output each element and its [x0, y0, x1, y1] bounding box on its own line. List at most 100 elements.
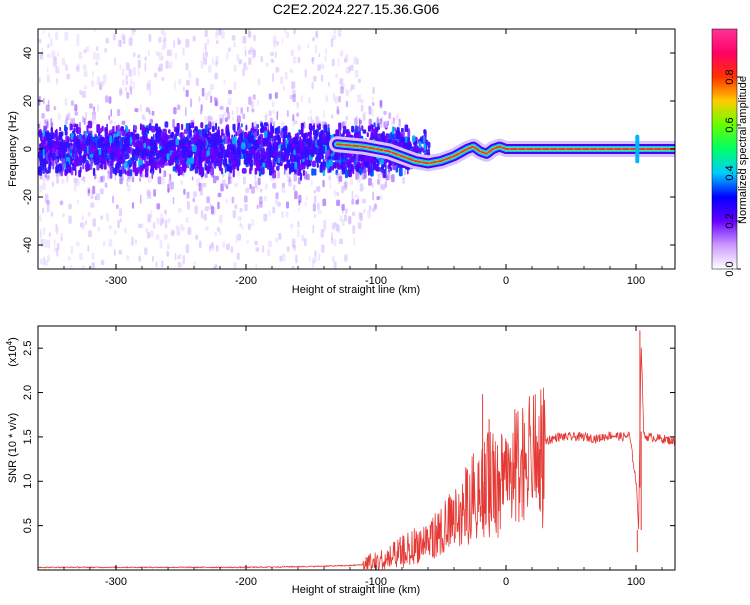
spectrogram-cell: [179, 137, 185, 146]
spectrogram-cell: [173, 107, 177, 115]
spectrogram-cell: [280, 130, 283, 139]
spectrogram-cell: [134, 108, 139, 113]
spectrogram-cell: [345, 67, 350, 74]
spectrogram-cell: [338, 95, 341, 103]
spectrogram-cell: [113, 249, 116, 256]
spectrogram-cell: [56, 248, 59, 257]
spectrogram-cell: [177, 104, 181, 111]
spectrogram-cell: [228, 89, 232, 95]
spectrogram-cell: [315, 116, 320, 126]
spectrogram-cell: [137, 59, 141, 69]
spectrogram-cell: [351, 198, 355, 205]
spectrogram-cell: [316, 186, 319, 192]
snr-y-tick-label: 2.5: [22, 341, 34, 356]
spectrogram-cell: [237, 126, 239, 132]
spectrogram-cell: [46, 67, 49, 73]
spectrogram-cell: [53, 106, 57, 111]
spectrogram-cell: [346, 159, 351, 168]
spectrogram-cell: [110, 109, 112, 117]
spectrogram-cell: [82, 163, 85, 170]
spectrogram-cell: [125, 137, 128, 144]
spectrogram-cell: [315, 155, 320, 164]
spectrogram-cell: [192, 35, 196, 42]
spectrogram-cell: [208, 155, 211, 163]
spectrogram-cell: [104, 182, 108, 188]
spectrogram-cell: [284, 164, 288, 170]
spectrogram-cell: [320, 229, 324, 238]
spectrogram-cell: [70, 123, 73, 131]
spectrogram-cell: [263, 213, 268, 222]
spectrogram-cell: [314, 250, 317, 258]
spectrogram-cell: [161, 43, 165, 51]
spectrogram-cell: [96, 53, 100, 61]
spectrogram-cell: [321, 244, 325, 253]
spectrogram-cell: [298, 129, 301, 136]
spectrogram-cell: [272, 206, 276, 214]
spectrogram-y-tick-label: -40: [22, 237, 34, 253]
spectrogram-cell: [81, 176, 86, 182]
spectrogram-cell: [269, 167, 273, 176]
spectrogram-cell: [212, 57, 214, 66]
spectrogram-cell: [137, 54, 141, 59]
spectrogram-cell: [305, 150, 309, 159]
spectrogram-cell: [256, 149, 260, 158]
spectrogram-cell: [214, 231, 217, 236]
spectrogram-cell: [74, 153, 77, 163]
spectrogram-cell: [221, 30, 225, 39]
spectrogram-cell: [172, 197, 175, 205]
spectrogram-cell: [290, 162, 296, 172]
spectrogram-cell: [303, 121, 306, 129]
spectrogram-cell: [277, 170, 280, 179]
spectrogram-cell: [127, 160, 132, 166]
spectrogram-cell: [396, 113, 400, 121]
spectrogram-cell: [39, 52, 44, 60]
spectrogram-cell: [172, 119, 175, 128]
spectrogram-cell: [88, 230, 92, 238]
spectrogram-cell: [233, 155, 238, 162]
spectrogram-cell: [109, 160, 114, 167]
spectrogram-cell: [56, 141, 59, 148]
spectrogram-cell: [55, 225, 59, 232]
spectrogram-cell: [283, 170, 288, 176]
spectrogram-cell: [87, 211, 91, 217]
spectrogram-cell: [70, 245, 73, 255]
spectrogram-cell: [367, 210, 372, 219]
spectrogram-cell: [46, 204, 50, 213]
spectrogram-cell: [41, 139, 46, 145]
spectrogram-cell: [233, 41, 236, 48]
spectrogram-cell: [341, 185, 345, 194]
spectrogram-cell: [186, 216, 189, 223]
spectrogram-cell: [379, 159, 385, 165]
spectrogram-cell: [87, 189, 90, 194]
spectrogram-cell: [371, 207, 376, 212]
spectrogram-cell: [42, 172, 46, 181]
spectrogram-cell: [89, 164, 93, 170]
spectrogram-cell: [81, 214, 84, 221]
spectrogram-cell: [177, 147, 180, 153]
spectrogram-cell: [44, 119, 46, 125]
spectrogram-cell: [249, 159, 254, 168]
spectrogram-cell: [327, 127, 330, 133]
spectrogram-cell: [55, 31, 59, 41]
spectrogram-cell: [226, 243, 230, 251]
spectrogram-cell: [74, 182, 77, 192]
spectrogram-cell: [251, 108, 255, 113]
spectrogram-cell: [100, 215, 104, 220]
spectrogram-cell: [231, 196, 235, 204]
spectrogram-cell: [121, 138, 124, 146]
snr-x-tick-label: -100: [365, 576, 387, 588]
spectrogram-cell: [252, 48, 255, 53]
spectrogram-cell: [64, 63, 68, 71]
spectrogram-cell: [58, 141, 64, 147]
spectrogram-cell: [160, 213, 163, 219]
colorbar-ticks: 0.0 0.2 0.4 0.6 0.8: [724, 69, 741, 277]
spectrogram-cell: [155, 51, 160, 56]
spectrogram-cell: [185, 244, 190, 254]
spectrogram-cell: [344, 208, 348, 214]
spectrogram-cell: [358, 167, 363, 174]
spectrogram-cell: [98, 148, 102, 156]
spectrogram-cell: [48, 148, 52, 155]
spectrogram-cell: [139, 194, 142, 204]
spectrogram-cell: [53, 238, 56, 248]
spectrogram-cell: [100, 161, 104, 170]
